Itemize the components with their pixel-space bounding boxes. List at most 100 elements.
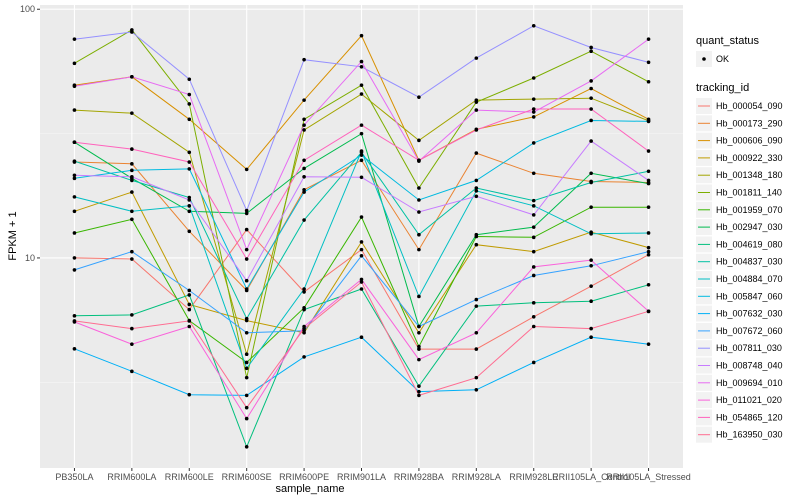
data-point-Hb_001959_070 — [244, 360, 249, 365]
legend-label: Hb_001811_140 — [716, 188, 782, 198]
legend-label: Hb_000173_290 — [716, 118, 783, 128]
data-point-Hb_005847_060 — [302, 190, 306, 194]
x-tick-label: RRII105LA_Control — [552, 472, 630, 482]
data-point-Hb_054865_120 — [72, 140, 77, 144]
data-point-Hb_001348_180 — [531, 97, 536, 101]
data-point-Hb_163950_030 — [417, 393, 421, 398]
data-point-Hb_004837_030 — [531, 198, 536, 203]
x-tick-label: RRIM928LA — [452, 472, 501, 482]
data-point-Hb_005847_060 — [130, 168, 134, 173]
legend-label: Hb_005847_060 — [716, 291, 783, 301]
legend-label: Hb_004619_080 — [716, 239, 783, 249]
data-point-Hb_001348_180 — [244, 352, 249, 357]
data-point-Hb_008748_040 — [646, 178, 651, 183]
data-point-Hb_001348_180 — [417, 138, 421, 143]
data-point-Hb_011021_020 — [474, 330, 479, 335]
data-point-Hb_007672_060 — [646, 249, 651, 254]
data-point-Hb_008748_040 — [187, 198, 192, 202]
data-point-Hb_007672_060 — [359, 253, 364, 258]
data-point-Hb_001959_070 — [359, 215, 364, 219]
data-point-Hb_002947_030 — [187, 209, 192, 214]
data-point-Hb_004884_070 — [244, 366, 249, 371]
data-point-Hb_001348_180 — [130, 111, 134, 115]
x-axis-title: sample_name — [275, 483, 344, 495]
data-point-Hb_007672_060 — [244, 330, 249, 335]
data-point-Hb_007672_060 — [417, 324, 421, 329]
data-point-Hb_004619_080 — [531, 301, 536, 305]
data-point-Hb_007632_030 — [187, 392, 192, 397]
data-point-Hb_000054_090 — [187, 307, 192, 312]
data-point-Hb_004619_080 — [474, 304, 479, 308]
legend-label: Hb_011021_020 — [716, 395, 782, 405]
data-point-Hb_004837_030 — [646, 169, 651, 174]
data-point-Hb_009694_010 — [130, 74, 134, 79]
data-point-Hb_007632_030 — [589, 335, 593, 340]
data-point-Hb_004884_070 — [646, 231, 651, 235]
legend: quant_status OK tracking_id Hb_000054_09… — [696, 35, 783, 443]
data-point-Hb_000054_090 — [646, 252, 651, 257]
data-point-Hb_007632_030 — [302, 355, 306, 359]
data-point-Hb_054865_120 — [474, 128, 479, 132]
data-point-Hb_000606_090 — [244, 167, 249, 172]
data-point-Hb_004884_070 — [187, 204, 192, 208]
data-point-Hb_004619_080 — [359, 287, 364, 291]
data-point-Hb_163950_030 — [589, 326, 593, 331]
data-point-Hb_007632_030 — [244, 393, 249, 398]
data-point-Hb_002947_030 — [359, 131, 364, 136]
data-point-Hb_054865_120 — [646, 149, 651, 153]
data-point-Hb_007632_030 — [474, 387, 479, 392]
data-point-Hb_007632_030 — [72, 347, 77, 351]
data-point-Hb_004884_070 — [359, 149, 364, 153]
data-point-Hb_000054_090 — [72, 256, 77, 260]
data-point-Hb_002947_030 — [589, 171, 593, 176]
x-tick-label: RRIM600LA — [107, 472, 156, 482]
data-point-Hb_163950_030 — [187, 319, 192, 323]
data-point-Hb_163950_030 — [72, 319, 77, 323]
data-point-Hb_008748_040 — [72, 173, 77, 178]
x-tick-label: RRII105LA_Stressed — [606, 472, 691, 482]
data-point-Hb_007672_060 — [474, 297, 479, 302]
data-point-Hb_000922_330 — [474, 242, 479, 247]
data-point-Hb_004884_070 — [130, 209, 134, 214]
data-point-Hb_163950_030 — [531, 324, 536, 329]
data-point-Hb_002947_030 — [302, 166, 306, 171]
data-point-Hb_008748_040 — [302, 174, 306, 179]
legend-label: Hb_004884_070 — [716, 274, 783, 284]
data-point-Hb_001811_140 — [417, 186, 421, 190]
data-point-Hb_004884_070 — [474, 189, 479, 193]
data-point-Hb_005847_060 — [531, 141, 536, 145]
data-point-Hb_004619_080 — [244, 445, 249, 449]
data-point-Hb_009694_010 — [72, 84, 77, 89]
data-point-Hb_007811_030 — [474, 56, 479, 60]
data-point-Hb_004884_070 — [302, 287, 306, 291]
x-tick-label: RRIM928BA — [394, 472, 444, 482]
data-point-Hb_054865_120 — [187, 160, 192, 164]
legend-label: Hb_001959_070 — [716, 205, 783, 215]
data-point-Hb_004837_030 — [589, 180, 593, 185]
data-point-Hb_007672_060 — [130, 249, 134, 254]
data-point-Hb_004619_080 — [130, 313, 134, 317]
data-point-Hb_009694_010 — [302, 123, 306, 127]
legend-label: Hb_000054_090 — [716, 101, 783, 111]
data-point-Hb_001348_180 — [359, 92, 364, 96]
data-point-Hb_005847_060 — [72, 176, 77, 181]
x-axis: PB350LA RRIM600LA RRIM600LE RRIM600SE RRIM60… — [55, 468, 691, 482]
data-point-Hb_004837_030 — [302, 218, 306, 222]
data-point-Hb_000173_290 — [531, 171, 536, 176]
data-point-Hb_004619_080 — [72, 314, 77, 318]
legend-point-icon — [702, 57, 706, 61]
data-point-Hb_004619_080 — [187, 293, 192, 297]
data-point-Hb_008748_040 — [474, 194, 479, 199]
data-point-Hb_009694_010 — [646, 37, 651, 41]
data-point-Hb_004619_080 — [646, 282, 651, 287]
data-point-Hb_054865_120 — [359, 123, 364, 127]
data-point-Hb_007811_030 — [302, 57, 306, 62]
data-point-Hb_008748_040 — [417, 210, 421, 214]
data-point-Hb_163950_030 — [646, 309, 651, 314]
data-point-Hb_007632_030 — [417, 389, 421, 394]
data-point-Hb_001811_140 — [589, 49, 593, 54]
data-point-Hb_163950_030 — [302, 326, 306, 331]
data-point-Hb_009694_010 — [359, 59, 364, 64]
data-point-Hb_001348_180 — [187, 150, 192, 155]
data-point-Hb_007672_060 — [531, 273, 536, 278]
